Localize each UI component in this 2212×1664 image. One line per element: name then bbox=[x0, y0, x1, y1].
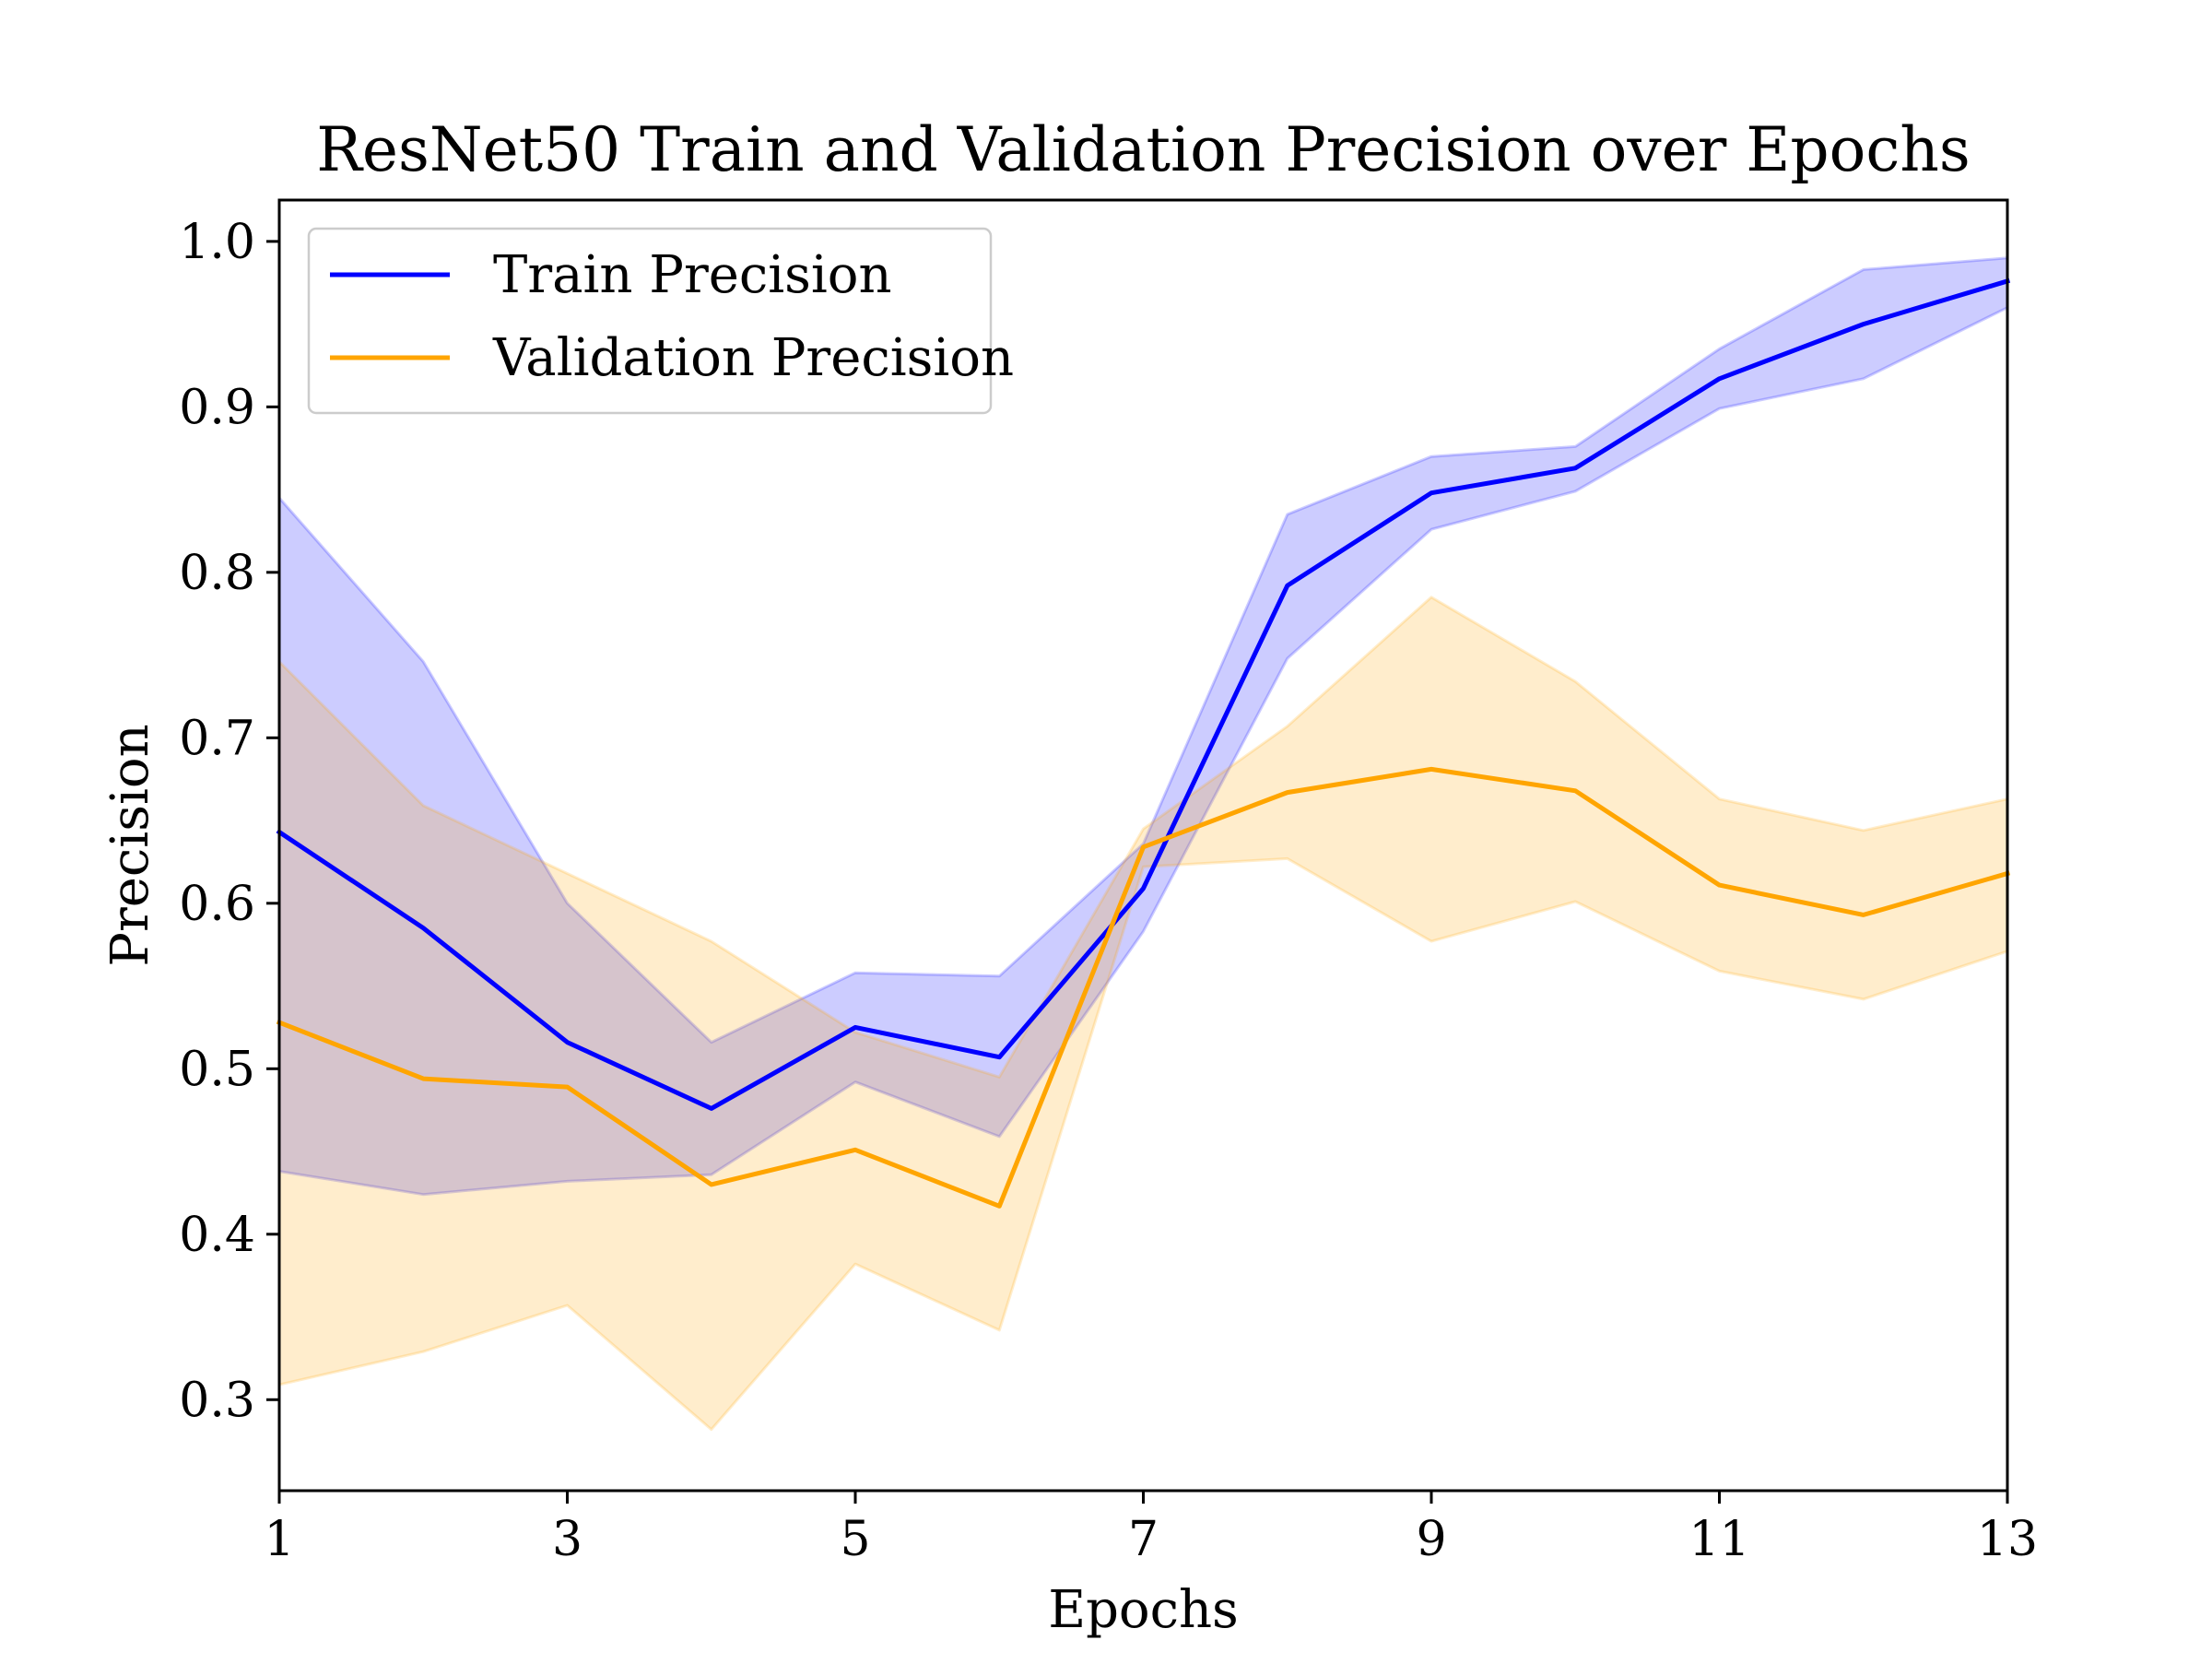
x-tick-label: 11 bbox=[1688, 1512, 1749, 1567]
x-tick-label: 9 bbox=[1416, 1512, 1446, 1567]
y-tick-label: 0.7 bbox=[179, 711, 255, 766]
x-tick-label: 3 bbox=[552, 1512, 582, 1567]
x-tick-label: 13 bbox=[1977, 1512, 2038, 1567]
legend-label-series-2: Validation Precision bbox=[492, 328, 1014, 388]
x-tick-label: 5 bbox=[840, 1512, 870, 1567]
y-tick-label: 0.5 bbox=[179, 1042, 255, 1097]
y-tick-label: 0.3 bbox=[179, 1373, 255, 1428]
x-tick-label: 7 bbox=[1128, 1512, 1159, 1567]
y-tick-label: 0.4 bbox=[179, 1208, 255, 1263]
x-tick-label: 1 bbox=[264, 1512, 294, 1567]
y-axis-label: Precision bbox=[100, 724, 160, 966]
y-tick-label: 0.6 bbox=[179, 877, 255, 932]
x-axis-label: Epochs bbox=[1048, 1580, 1239, 1640]
chart-title: ResNet50 Train and Validation Precision … bbox=[316, 114, 1971, 185]
y-tick-label: 1.0 bbox=[179, 215, 255, 270]
y-tick-label: 0.8 bbox=[179, 546, 255, 601]
legend: Train Precision Validation Precision bbox=[309, 229, 1014, 413]
y-tick-label: 0.9 bbox=[179, 380, 255, 435]
legend-label-series-1: Train Precision bbox=[493, 245, 892, 305]
